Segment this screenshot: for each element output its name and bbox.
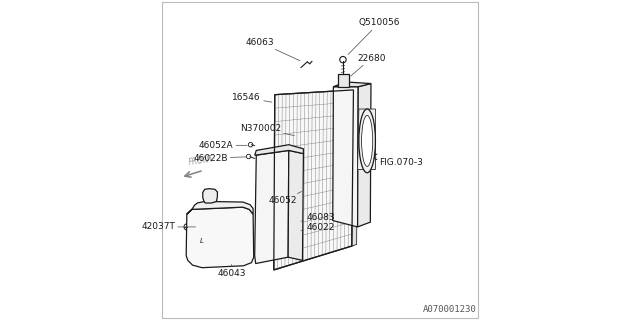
Circle shape [246, 154, 251, 159]
Text: 46083: 46083 [301, 213, 335, 222]
Text: 46043: 46043 [217, 265, 246, 278]
Polygon shape [358, 109, 376, 170]
Text: 46063: 46063 [245, 38, 300, 61]
Text: 22680: 22680 [351, 53, 386, 76]
Polygon shape [255, 145, 303, 155]
Ellipse shape [359, 109, 376, 173]
Text: N370002: N370002 [240, 124, 294, 136]
Text: 46052A: 46052A [198, 141, 247, 150]
Text: 42037T: 42037T [141, 222, 195, 231]
Circle shape [300, 237, 305, 242]
Circle shape [184, 224, 190, 230]
Circle shape [340, 56, 346, 63]
Text: L: L [200, 238, 204, 244]
Polygon shape [255, 150, 289, 264]
Polygon shape [333, 82, 371, 87]
Text: 46052: 46052 [269, 191, 301, 205]
Polygon shape [259, 248, 289, 260]
Text: 16546: 16546 [232, 93, 272, 102]
Text: FIG.070-3: FIG.070-3 [375, 157, 423, 167]
Polygon shape [337, 74, 349, 87]
Polygon shape [274, 90, 353, 270]
Polygon shape [187, 201, 253, 214]
Polygon shape [358, 84, 371, 227]
Circle shape [300, 233, 305, 238]
Text: Q510056: Q510056 [348, 19, 400, 54]
Polygon shape [203, 189, 218, 203]
Ellipse shape [362, 116, 372, 166]
Circle shape [292, 144, 297, 149]
Text: A070001230: A070001230 [422, 305, 476, 314]
Circle shape [207, 192, 213, 198]
Circle shape [248, 142, 253, 147]
Text: 46022B: 46022B [193, 154, 246, 163]
Polygon shape [186, 207, 253, 268]
Polygon shape [288, 150, 303, 260]
Polygon shape [333, 87, 358, 227]
Text: FRONT: FRONT [188, 155, 215, 167]
Text: 46022: 46022 [301, 223, 335, 232]
Polygon shape [352, 88, 358, 246]
